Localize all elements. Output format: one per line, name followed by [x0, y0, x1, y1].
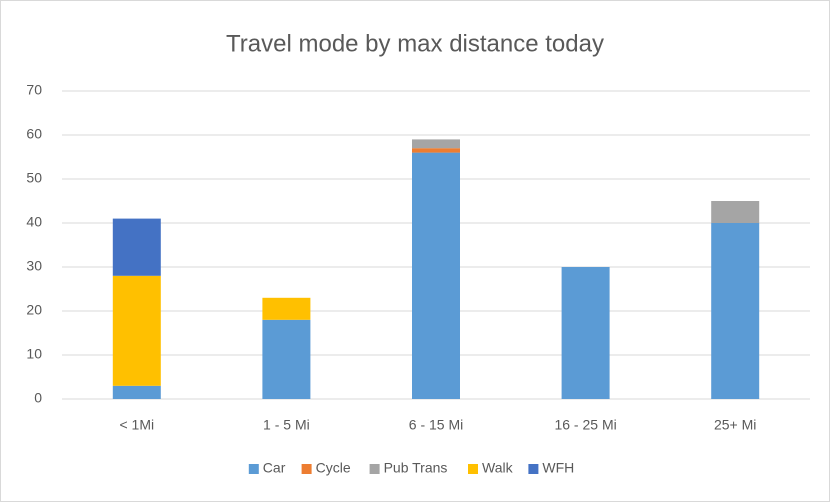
bar-segment: [112, 275, 161, 386]
x-tick-label: 1 - 5 Mi: [263, 417, 310, 433]
x-tick-label: 16 - 25 Mi: [554, 417, 616, 433]
y-tick-label: 0: [34, 390, 42, 406]
y-tick-label: 70: [26, 82, 42, 98]
y-tick-label: 10: [26, 346, 42, 362]
bar-segment: [262, 319, 311, 399]
bar-segment: [412, 152, 460, 399]
bar-segment: [412, 148, 460, 153]
x-tick-label: < 1Mi: [119, 417, 154, 433]
bar-segment: [262, 297, 311, 320]
legend-swatch: [468, 464, 478, 474]
legend-label: Car: [263, 460, 286, 476]
bar-segment: [112, 385, 161, 399]
chart-title: Travel mode by max distance today: [226, 30, 604, 57]
y-tick-label: 20: [26, 302, 42, 318]
bar-segment: [711, 223, 760, 399]
legend-swatch: [301, 464, 312, 474]
x-tick-label: 6 - 15 Mi: [409, 417, 463, 433]
legend-swatch: [528, 464, 539, 474]
x-tick-label: 25+ Mi: [714, 417, 756, 433]
y-tick-label: 60: [26, 126, 42, 142]
legend-label: Cycle: [316, 460, 351, 476]
bar-segment: [112, 218, 161, 276]
bar-segment: [412, 139, 460, 149]
y-tick-label: 40: [26, 214, 42, 230]
bar-segment: [561, 267, 610, 399]
y-tick-label: 30: [26, 258, 42, 274]
legend-swatch: [248, 464, 259, 474]
y-tick-label: 50: [26, 170, 42, 186]
legend-swatch: [369, 464, 380, 474]
legend-label: Walk: [482, 460, 514, 476]
legend-label: Pub Trans: [384, 460, 448, 476]
bar-segment: [711, 201, 760, 223]
legend-label: WFH: [542, 460, 574, 476]
